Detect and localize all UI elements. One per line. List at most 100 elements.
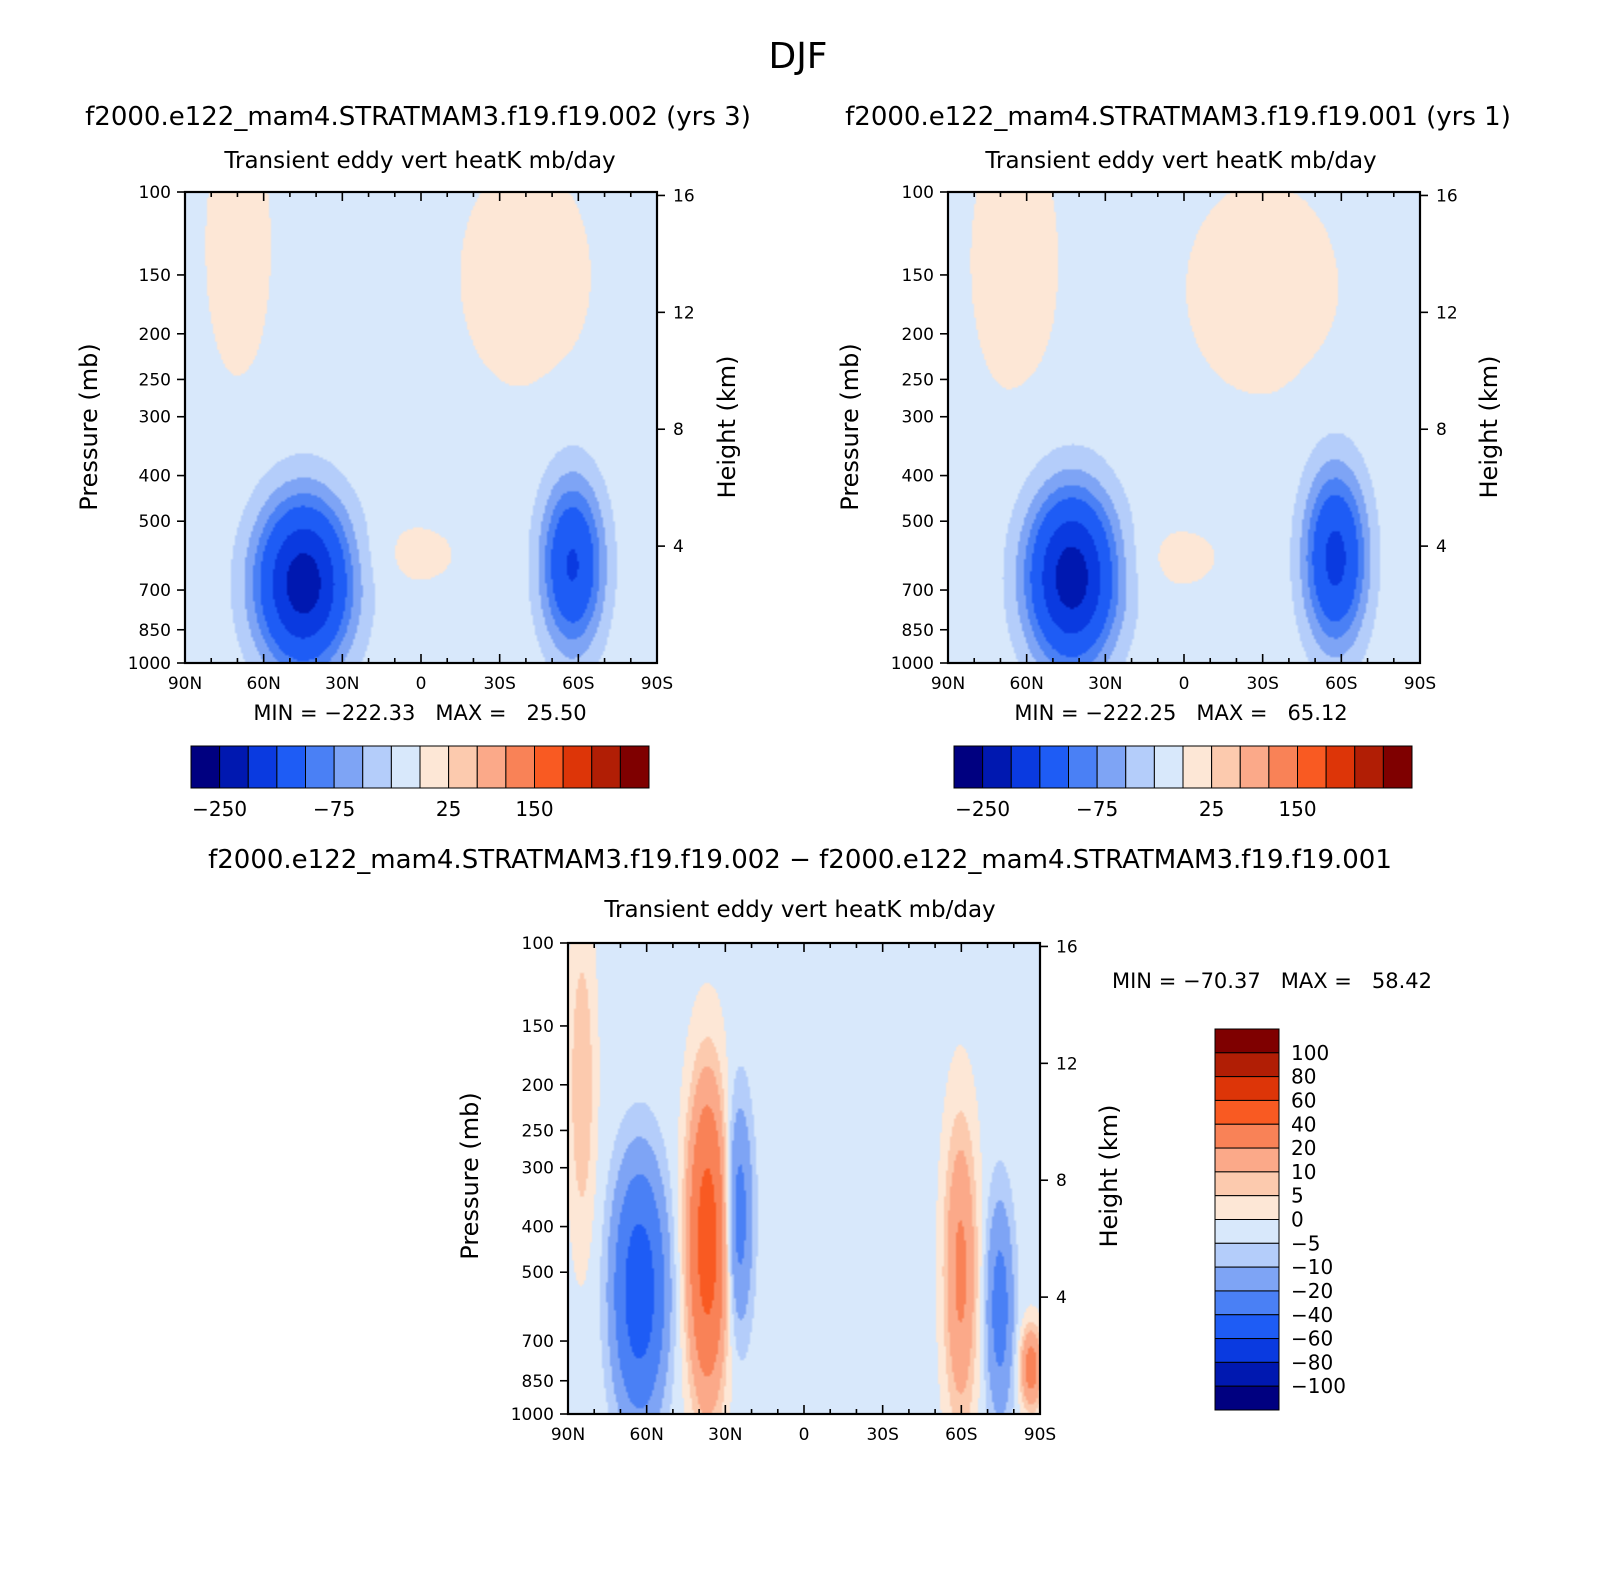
x-tick-label: 30S	[866, 1425, 898, 1445]
colorbar-swatch	[390, 745, 421, 789]
colorbar-swatch	[982, 745, 1012, 789]
x-tick-label: 90S	[1024, 1425, 1056, 1445]
figure-title: DJF	[768, 36, 827, 77]
colorbar-swatch	[1096, 745, 1127, 789]
colorbar-label: −60	[1291, 1327, 1333, 1351]
colorbar-swatch	[1214, 1290, 1280, 1316]
colorbar-swatch	[1214, 1385, 1280, 1411]
y-tick-label: 150	[902, 266, 934, 286]
y2-tick-label: 12	[1436, 303, 1458, 323]
y2-tick-label: 8	[673, 420, 684, 440]
colorbar-label: −100	[1291, 1374, 1346, 1398]
x-tick-label: 30N	[1088, 674, 1122, 694]
colorbar-swatch	[1039, 745, 1069, 789]
colorbar-swatch	[1214, 1266, 1280, 1292]
panel2-contour-plot: 90N 60N 30N 0 30S 60S 90S 100 150 200 250 300 400 500…	[891, 183, 1458, 694]
colorbar-label: 60	[1291, 1088, 1316, 1112]
y-tick-label: 500	[139, 512, 171, 532]
y-tick-label: 1000	[511, 1405, 554, 1425]
colorbar-swatch	[1214, 1195, 1280, 1220]
colorbar-swatch	[1325, 745, 1356, 789]
colorbar-swatch	[1354, 745, 1384, 789]
y-tick-label: 400	[139, 467, 171, 487]
colorbar-swatch	[1239, 745, 1270, 789]
y-tick-label: 850	[522, 1372, 554, 1392]
panel-3-difference: Transient eddy vert heatK mb/day 90N 60N 3…	[456, 897, 1432, 1445]
colorbar-label: 25	[1199, 797, 1224, 821]
colorbar-label: 10	[1291, 1160, 1316, 1184]
colorbar-label: 150	[515, 797, 553, 821]
y-tick-label: 300	[902, 408, 934, 428]
y-tick-label: 700	[139, 581, 171, 601]
contour-field	[185, 192, 657, 663]
colorbar-swatch	[1214, 1338, 1280, 1363]
colorbar-swatch	[591, 745, 621, 789]
colorbar-label: 150	[1278, 797, 1316, 821]
y2-tick-label: 16	[1436, 186, 1458, 206]
y-tick-label: 250	[139, 370, 171, 390]
colorbar-swatch	[419, 745, 450, 789]
colorbar-swatch	[534, 745, 564, 789]
panel1-colorbar: −250 −75 25 150	[190, 745, 650, 821]
colorbar-swatch	[1214, 1171, 1280, 1197]
y2-tick-label: 4	[673, 537, 684, 557]
x-tick-label: 60N	[629, 1425, 663, 1445]
colorbar-swatch	[1182, 745, 1213, 789]
y-tick-label: 850	[139, 621, 171, 641]
colorbar-swatch	[619, 745, 650, 789]
panel3-y-axis-label: Pressure (mb)	[456, 1092, 484, 1259]
panel2-case-title: f2000.e122_mam4.STRATMAM3.f19.f19.001 (y…	[845, 102, 1511, 132]
x-tick-label: 0	[799, 1425, 810, 1445]
y2-tick-label: 4	[1056, 1288, 1067, 1308]
panel-1-control: Transient eddy vert heatK mb/day 90N 60N 3…	[75, 148, 741, 821]
colorbar-swatch	[1214, 1076, 1280, 1101]
colorbar-swatch	[1211, 745, 1241, 789]
colorbar-swatch	[1153, 745, 1184, 789]
panel1-subtitle: Transient eddy vert heatK mb/day	[223, 148, 615, 174]
panel1-y2-axis-label: Height (km)	[713, 356, 741, 499]
colorbar-swatch	[953, 745, 984, 789]
y-tick-label: 250	[522, 1121, 554, 1141]
panel1-contour-plot: 90N 60N 30N 0 30S 60S 90S 100 150 200 250 300 400 500…	[128, 183, 695, 694]
x-tick-label: 60S	[562, 674, 594, 694]
colorbar-label: 40	[1291, 1112, 1316, 1136]
colorbar-swatch	[1214, 1028, 1280, 1054]
colorbar-swatch	[1214, 1242, 1280, 1268]
colorbar-label: −10	[1291, 1255, 1333, 1279]
colorbar-label: 20	[1291, 1136, 1316, 1160]
colorbar-label: −250	[955, 797, 1010, 821]
y-tick-label: 300	[139, 408, 171, 428]
colorbar-swatch	[476, 745, 507, 789]
y-tick-label: 150	[522, 1017, 554, 1037]
y-tick-label: 200	[902, 325, 934, 345]
y-tick-label: 200	[522, 1076, 554, 1096]
x-tick-label: 90N	[551, 1425, 585, 1445]
colorbar-swatch	[362, 745, 392, 789]
x-tick-label: 0	[416, 674, 427, 694]
colorbar-label: −250	[192, 797, 247, 821]
y2-tick-label: 8	[1056, 1171, 1067, 1191]
colorbar-label: −75	[313, 797, 355, 821]
x-tick-label: 90N	[931, 674, 965, 694]
colorbar-swatch	[1214, 1361, 1280, 1387]
panel2-subtitle: Transient eddy vert heatK mb/day	[984, 148, 1376, 174]
panel1-case-title: f2000.e122_mam4.STRATMAM3.f19.f19.002 (y…	[85, 102, 751, 132]
panel2-colorbar: −250 −75 25 150	[953, 745, 1413, 821]
y2-tick-label: 8	[1436, 420, 1447, 440]
colorbar-swatch	[1297, 745, 1327, 789]
colorbar-label: −40	[1291, 1303, 1333, 1327]
colorbar-swatch	[333, 745, 364, 789]
y-tick-label: 400	[522, 1218, 554, 1238]
contour-field	[948, 192, 1420, 663]
x-tick-label: 90S	[1404, 674, 1436, 694]
x-tick-label: 60N	[246, 674, 280, 694]
x-tick-label: 30N	[325, 674, 359, 694]
colorbar-swatch	[1068, 745, 1098, 789]
x-tick-label: 90S	[641, 674, 673, 694]
y-tick-label: 300	[522, 1159, 554, 1179]
panel1-minmax: MIN = −222.33 MAX = 25.50	[253, 701, 586, 725]
colorbar-swatch	[1214, 1314, 1280, 1340]
colorbar-label: 100	[1291, 1041, 1329, 1065]
